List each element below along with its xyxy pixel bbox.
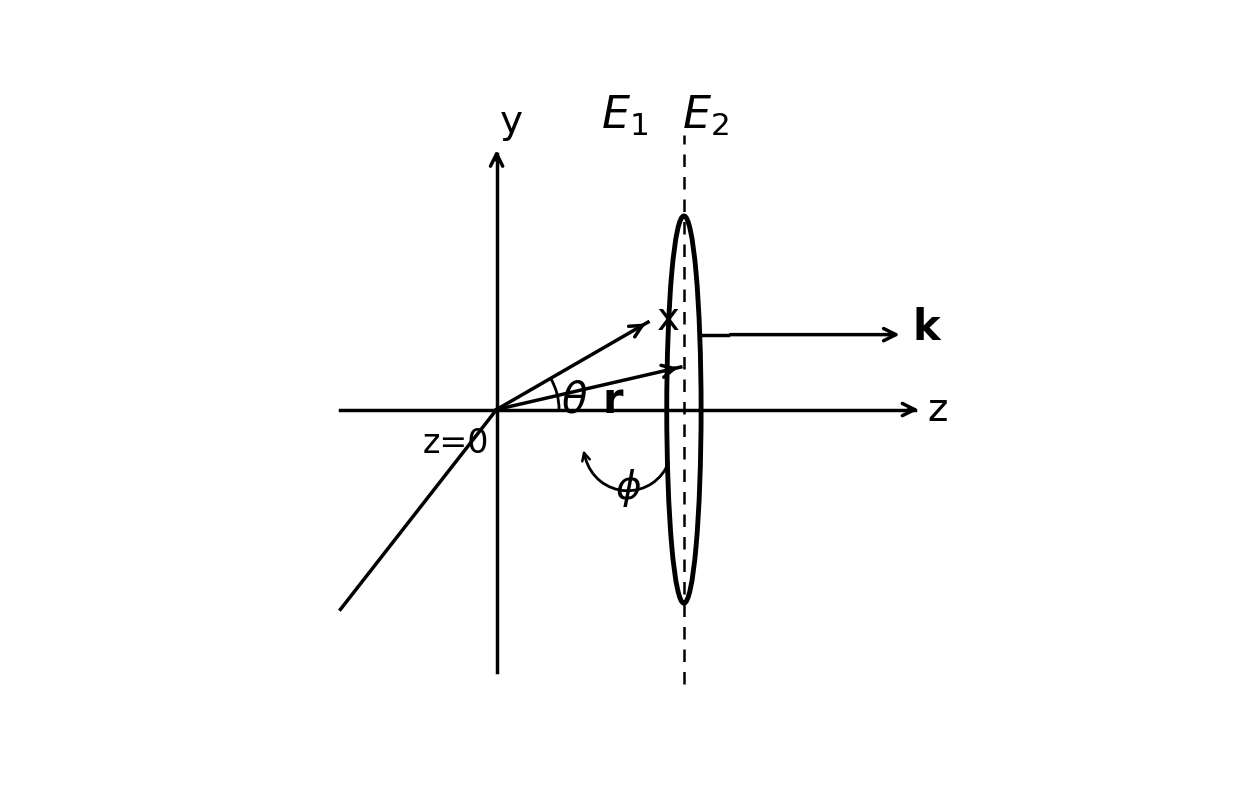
Text: $E_1$: $E_1$ [601, 94, 648, 138]
Text: $\phi$: $\phi$ [615, 466, 641, 508]
Text: x: x [657, 300, 680, 338]
Text: y: y [500, 103, 523, 141]
Text: $\mathbf{r}$: $\mathbf{r}$ [602, 380, 625, 422]
Text: $E_2$: $E_2$ [683, 94, 729, 138]
Text: $\mathbf{k}$: $\mathbf{k}$ [912, 307, 943, 350]
Text: z: z [928, 391, 948, 428]
Text: z=0: z=0 [423, 427, 490, 461]
Text: $\theta$: $\theta$ [562, 380, 588, 421]
